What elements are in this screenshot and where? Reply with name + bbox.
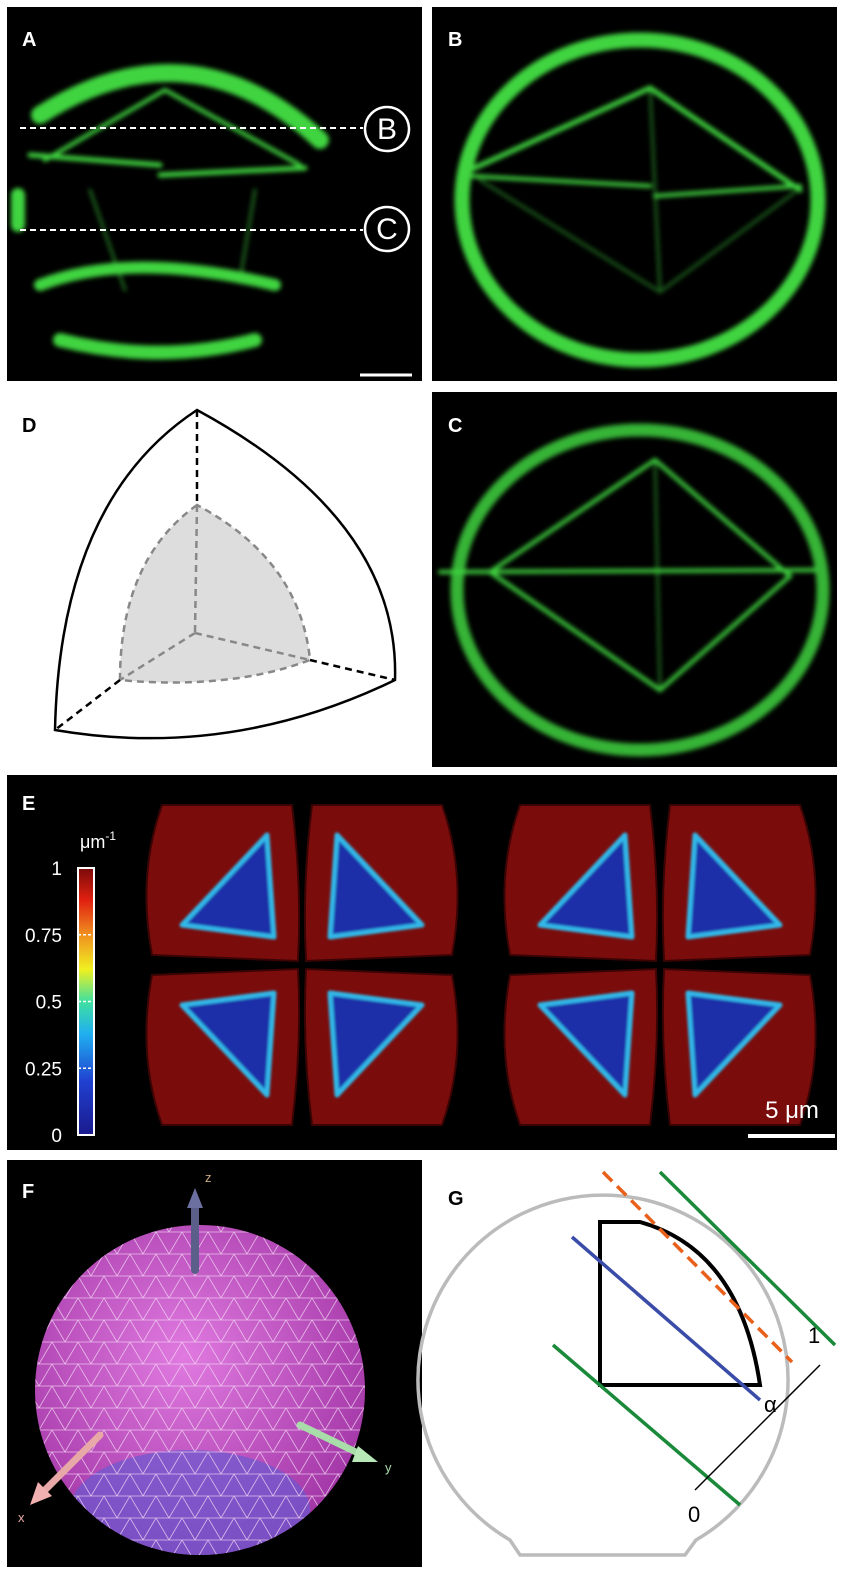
shape <box>120 505 310 683</box>
panel-f: z x y F <box>7 1160 422 1570</box>
panel-a: B C A <box>7 7 422 381</box>
panel-label: G <box>448 1188 464 1210</box>
panel-g: 1 α 0 G <box>418 1172 835 1555</box>
colorbar-tick-label: 0 <box>51 1126 62 1147</box>
shape <box>432 392 837 767</box>
panel-label: F <box>22 1181 34 1203</box>
panel-d: D <box>22 410 395 738</box>
panel-label: E <box>22 793 35 815</box>
colorbar-tick-label: 0.75 <box>25 926 62 947</box>
axis-label: x <box>18 1510 25 1525</box>
position-mark: 0 <box>688 1502 700 1527</box>
unit-exponent: -1 <box>105 829 116 843</box>
shape <box>7 7 422 381</box>
unit: μm <box>80 832 105 852</box>
axis-label: y <box>385 1460 392 1475</box>
section-marker: C <box>376 213 398 246</box>
section-marker: B <box>377 113 397 146</box>
panel-label: A <box>22 29 36 51</box>
axis-label: z <box>205 1170 212 1185</box>
shape <box>432 7 837 381</box>
position-mark: 1 <box>808 1323 820 1348</box>
scale-bar-label: 5 μm <box>765 1097 819 1124</box>
shape <box>310 660 395 680</box>
panel-label: C <box>448 415 462 437</box>
shape <box>603 1172 792 1362</box>
shape <box>55 680 120 730</box>
panel-c: C <box>432 392 837 767</box>
colorbar-tick-label: 1 <box>51 859 62 880</box>
colorbar-tick-label: 0.5 <box>36 993 62 1014</box>
shape <box>553 1345 740 1505</box>
shape <box>440 570 815 572</box>
panel-e: 1 0.75 0.5 0.25 0 μm-1 5 μm E <box>7 775 837 1150</box>
figure: B C A B D C <box>0 0 841 1574</box>
panel-b: B <box>432 7 837 381</box>
position-mark: α <box>764 1392 777 1417</box>
colorbar-tick-label: 0.25 <box>25 1059 62 1080</box>
panel-label: D <box>22 415 36 437</box>
panel-label: B <box>448 29 462 51</box>
